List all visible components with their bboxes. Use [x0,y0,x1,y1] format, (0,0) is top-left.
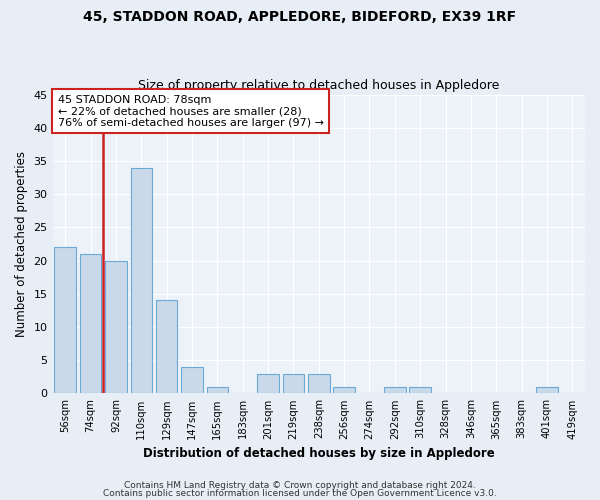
Title: Size of property relative to detached houses in Appledore: Size of property relative to detached ho… [138,79,499,92]
Bar [334,387,355,394]
Bar [384,387,406,394]
Text: 45, STADDON ROAD, APPLEDORE, BIDEFORD, EX39 1RF: 45, STADDON ROAD, APPLEDORE, BIDEFORD, E… [83,10,517,24]
Bar [131,168,152,394]
Bar [105,260,127,394]
Bar [156,300,178,394]
Bar [409,387,431,394]
Text: Contains public sector information licensed under the Open Government Licence v3: Contains public sector information licen… [103,488,497,498]
Bar [181,367,203,394]
Y-axis label: Number of detached properties: Number of detached properties [15,151,28,337]
Text: 45 STADDON ROAD: 78sqm
← 22% of detached houses are smaller (28)
76% of semi-det: 45 STADDON ROAD: 78sqm ← 22% of detached… [58,94,324,128]
Bar [308,374,329,394]
Bar [257,374,279,394]
Text: Contains HM Land Registry data © Crown copyright and database right 2024.: Contains HM Land Registry data © Crown c… [124,481,476,490]
Bar [80,254,101,394]
X-axis label: Distribution of detached houses by size in Appledore: Distribution of detached houses by size … [143,447,494,460]
Bar [536,387,558,394]
Bar [206,387,228,394]
Bar [283,374,304,394]
Bar [55,248,76,394]
